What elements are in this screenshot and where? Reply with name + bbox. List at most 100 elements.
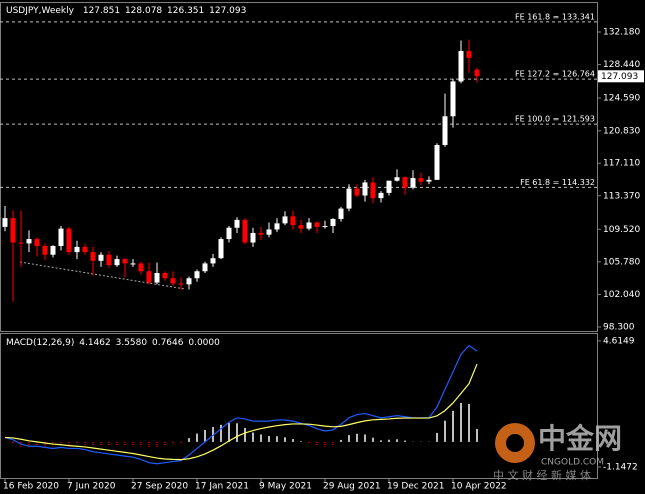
candle-body [354,188,360,196]
y-tick-label: 117.110 [603,159,640,169]
candle-body [98,254,104,261]
candle-body [266,229,272,235]
watermark-domain: CNGOLD.COM [541,458,604,468]
macd-value: 4.1462 [79,338,111,348]
header-close: 127.093 [209,6,246,16]
candle-body [218,239,224,259]
y-tick-label: 109.520 [603,225,640,235]
candle-body [210,258,216,264]
macd-value: 0.7646 [152,338,184,348]
macd-title: MACD(12,26,9) 4.1462 3.5580 0.7646 0.000… [6,338,220,348]
candle-body [26,239,32,244]
y-tick-label: 105.780 [603,257,640,267]
candle-body [418,178,424,182]
candle-body [186,278,192,285]
symbol: USDJPY,Weekly [6,6,75,16]
candle-body [458,50,464,82]
candle-body [178,283,184,285]
x-tick-label: 7 Jun 2020 [67,482,116,492]
x-tick-label: 29 Aug 2021 [323,482,381,492]
candle-body [18,242,24,244]
candle-body [402,177,408,188]
candle-body [170,278,176,284]
macd-line [4,344,478,465]
y-tick-label: 4.6149 [603,336,635,346]
candle-body [306,222,312,229]
candle-body [34,239,40,247]
candle-body [234,219,240,228]
candle-body [58,228,64,247]
macd-value: 3.5580 [116,338,148,348]
candle-body [154,273,160,283]
candle-body [194,271,200,279]
candle-body [386,180,392,193]
chart-title: USDJPY,Weekly 127.851 128.078 126.351 12… [6,6,246,16]
candle-body [322,225,328,227]
candle-body [442,116,448,146]
candle-body [226,227,232,240]
level-label: FE 100.0 = 121.593 [515,115,595,124]
x-tick-label: 9 May 2021 [259,482,312,492]
candle-body [450,81,456,117]
candle-body [250,232,256,243]
watermark-logo-inner [506,434,524,452]
level-label: FE 127.2 = 126.764 [515,70,595,79]
candle-body [138,263,144,272]
y-tick-label: 113.370 [603,191,640,201]
candle-body [130,263,136,265]
header-low: 126.351 [167,6,204,16]
x-tick-label: 16 Feb 2020 [3,482,59,492]
candle-body [114,259,120,266]
candle-body [282,216,288,224]
watermark-tagline: 中 文 财 经 新 媒 体 [493,468,591,482]
candle-body [346,188,352,209]
price-label: 127.093 [601,72,638,82]
candle-body [362,182,368,196]
candle-body [426,179,432,182]
x-tick-label: 27 Sep 2020 [131,482,188,492]
macd-value: 0.0000 [188,338,220,348]
candle-body [90,252,96,261]
candle-body [338,208,344,220]
candle-body [466,50,472,58]
candle-body [162,273,168,279]
y-tick-label: -1.1472 [603,462,638,472]
x-tick-label: 17 Jan 2021 [195,482,249,492]
level-label: FE 161.8 = 133.341 [515,12,595,21]
candle-body [106,254,112,266]
y-tick-label: 132.180 [603,27,640,37]
candle-body [314,222,320,227]
level-label: FE 61.8 = 114.332 [520,178,595,187]
x-tick-label: 19 Dec 2021 [387,482,445,492]
candle-body [66,228,72,253]
watermark: 中金网 CNGOLD.COM 中 文 财 经 新 媒 体 [493,422,622,482]
y-tick-label: 124.590 [603,94,640,104]
candle-body [474,69,480,77]
candle-body [394,177,400,181]
header-high: 128.078 [125,6,162,16]
candle-body [298,225,304,229]
price-label-bg [598,70,644,83]
candle-body [410,178,416,188]
candle-body [258,232,264,235]
macd-line [4,363,478,461]
y-tick-label: 128.440 [603,60,640,70]
candle-body [74,246,80,253]
y-tick-label: 102.040 [603,290,640,300]
header-open: 127.851 [83,6,120,16]
candle-body [146,271,152,283]
candle-body [42,246,48,255]
main-panel [0,2,598,332]
candle-body [2,218,8,227]
candle-body [370,182,376,199]
candle-body [50,246,56,255]
candle-body [290,216,296,226]
candle-body [330,219,336,226]
macd-name: MACD(12,26,9) [6,338,74,348]
candle-body [434,145,440,180]
y-tick-label: 120.830 [603,126,640,136]
watermark-brand: 中金网 [538,422,622,455]
candle-body [202,263,208,272]
y-tick-label: 98.300 [603,322,635,332]
